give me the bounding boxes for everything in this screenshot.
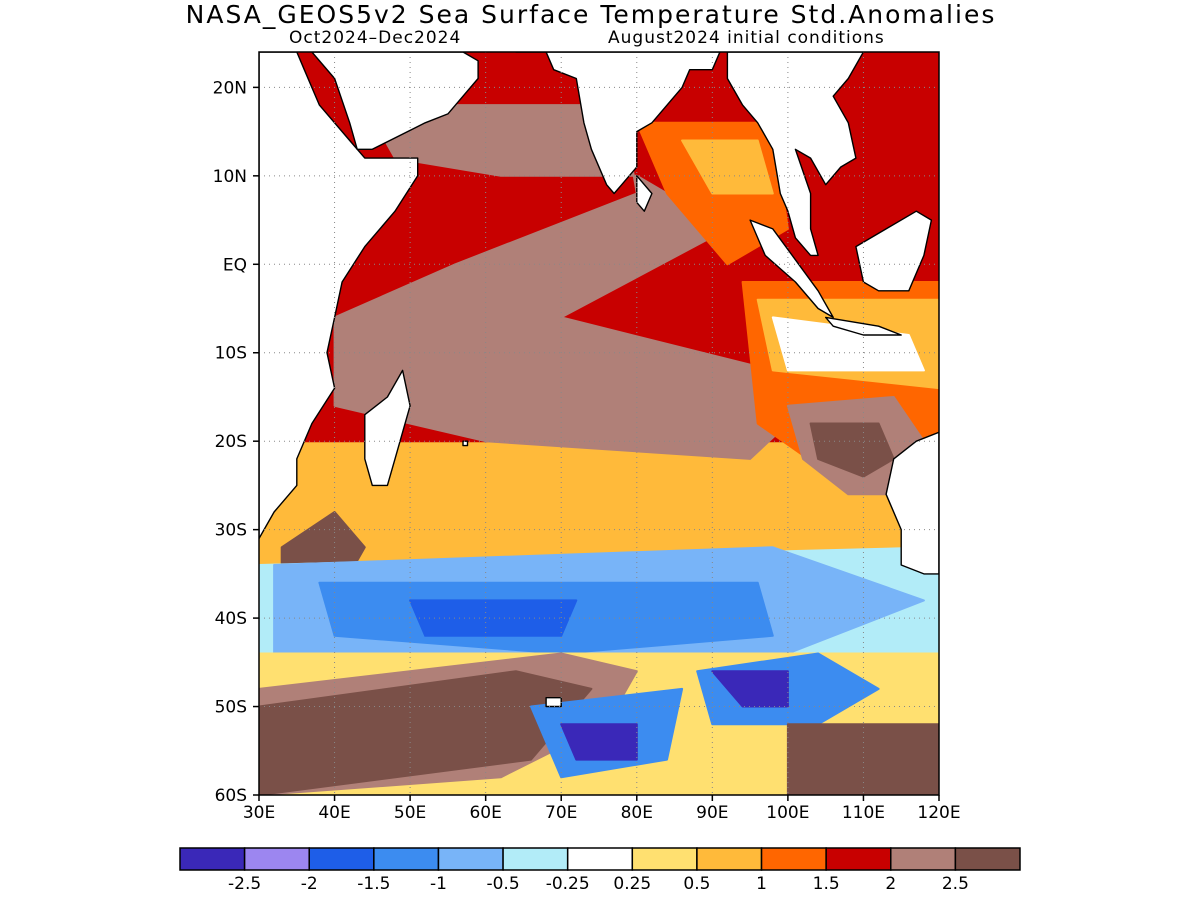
graticule (259, 52, 939, 795)
colorbar-label: 0.25 (613, 874, 651, 894)
lon-tick-label: 70E (545, 803, 577, 823)
colorbar-swatch (308, 847, 375, 871)
lat-tick-label: 60S (215, 786, 247, 806)
land-arabia (311, 52, 479, 151)
lat-tick-label: 10N (213, 167, 247, 187)
land-masses (259, 52, 939, 708)
colorbar-swatch (760, 847, 827, 871)
season-label: Oct2024–Dec2024 (289, 28, 462, 48)
colorbar-label: 2 (885, 874, 896, 894)
colorbar-label: -2.5 (228, 874, 261, 894)
lon-tick-label: 100E (766, 803, 809, 823)
lon-tick-label: 30E (243, 803, 275, 823)
colorbar-label: -0.5 (486, 874, 519, 894)
lon-tick-label: 90E (696, 803, 728, 823)
anomaly-region-5 (681, 139, 774, 195)
colorbar-label: 0.5 (683, 874, 710, 894)
colorbar-swatch (437, 847, 504, 871)
plot-frame (258, 51, 940, 796)
colorbar-swatch (890, 847, 957, 871)
anomaly-region-15 (409, 599, 578, 637)
colorbar-swatch (631, 847, 698, 871)
lat-tick-label: 30S (215, 521, 247, 541)
land-sumatra (749, 219, 834, 319)
land-india (515, 52, 721, 195)
lat-tick-label: 20S (215, 432, 247, 452)
lon-tick-label: 80E (621, 803, 653, 823)
map-title: NASA_GEOS5v2 Sea Surface Temperature Std… (185, 0, 997, 29)
land-madagascar (364, 369, 411, 487)
colorbar-label: 1 (756, 874, 767, 894)
colorbar-label: 2.5 (942, 874, 969, 894)
colorbar: -2.5 -2 -1.5 -1 -0.5 -0.25 0.25 0.5 1 1.5 2 2.5 (179, 847, 1021, 894)
land-borneo (855, 210, 933, 292)
land-se-asia (726, 52, 865, 257)
colorbar-swatch (696, 847, 763, 871)
land-australia (885, 431, 939, 575)
lat-tick-label: EQ (223, 255, 247, 275)
anomaly-region-22 (711, 670, 789, 708)
colorbar-swatch (373, 847, 440, 871)
land-java (825, 316, 902, 336)
lat-tick-label: 40S (215, 609, 247, 629)
lon-tick-label: 110E (842, 803, 885, 823)
colorbar-label: -0.25 (546, 874, 590, 894)
lat-tick-label: 20N (213, 78, 247, 98)
land-kerguelen (545, 697, 562, 708)
lon-tick-label: 40E (318, 803, 350, 823)
colorbar-label: -2 (301, 874, 318, 894)
anomaly-region-11 (809, 422, 895, 478)
colorbar-label: -1.5 (357, 874, 390, 894)
land-africa (259, 52, 419, 540)
lon-tick-label: 120E (917, 803, 960, 823)
colorbar-swatch (825, 847, 892, 871)
land-mauritius (462, 440, 469, 447)
colorbar-swatch (566, 847, 634, 871)
lon-tick-label: 60E (469, 803, 501, 823)
colorbar-label: -1 (430, 874, 447, 894)
colorbar-label: 1.5 (813, 874, 840, 894)
colorbar-swatch (954, 847, 1021, 871)
lat-tick-label: 10S (215, 344, 247, 364)
initial-conditions-label: August2024 initial conditions (608, 28, 885, 48)
anomaly-region-23 (786, 723, 939, 795)
lat-tick-label: 50S (215, 698, 247, 718)
land-sri-lanka (636, 175, 653, 212)
colorbar-swatch (179, 847, 246, 871)
anomaly-region-20 (560, 723, 638, 761)
colorbar-swatch (502, 847, 569, 871)
lon-tick-label: 50E (394, 803, 426, 823)
colorbar-swatch (243, 847, 310, 871)
